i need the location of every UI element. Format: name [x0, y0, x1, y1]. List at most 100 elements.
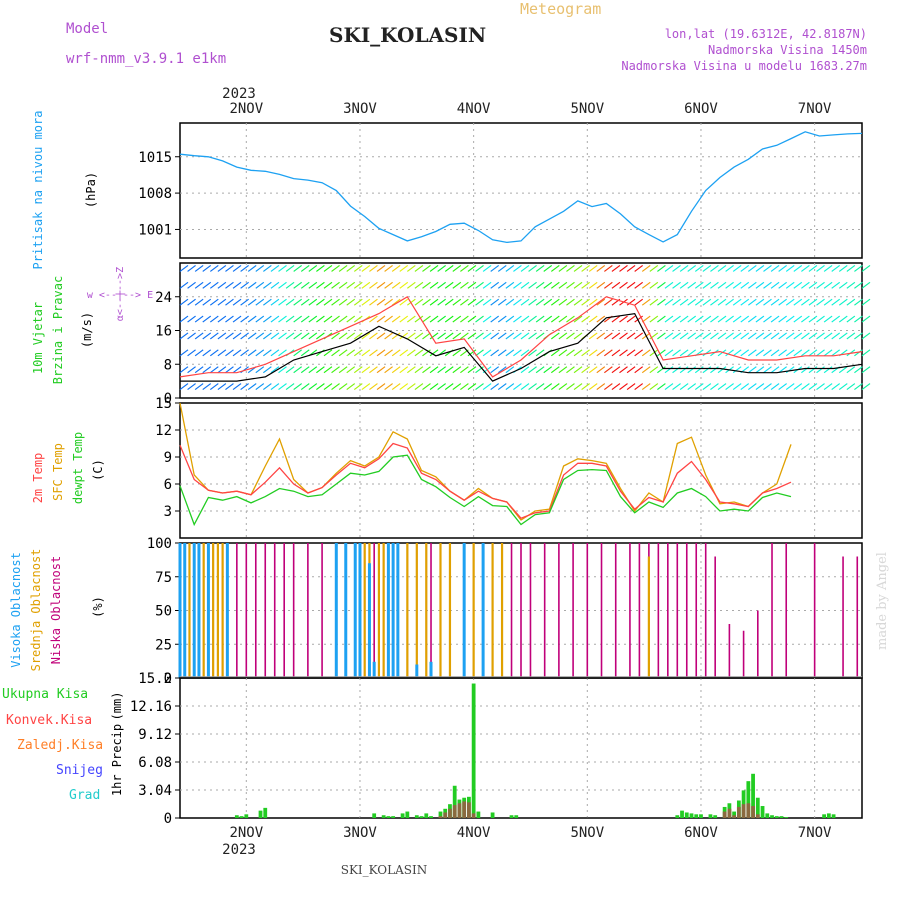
- wind-barb: [270, 349, 280, 357]
- precip-total-bar: [826, 813, 831, 818]
- wind-barb: [793, 298, 803, 306]
- wind-barb: [475, 315, 484, 323]
- wind-barb: [657, 281, 666, 289]
- precip-conv-bar: [448, 808, 452, 818]
- wind-barb: [861, 264, 871, 272]
- wind-barb: [687, 332, 697, 340]
- wind-barb: [232, 264, 242, 272]
- wind-barb: [679, 349, 689, 357]
- cloud-bar-low: [558, 543, 560, 678]
- wind-barb: [664, 281, 674, 289]
- wind-barb: [778, 298, 788, 306]
- wind-barb: [497, 349, 507, 357]
- wind-barb: [596, 332, 606, 340]
- cloud-bar-low: [520, 543, 522, 678]
- wind-barb: [520, 315, 530, 323]
- wind-ylabel-1: 10m Vjetar: [31, 302, 45, 374]
- cloud-bar-high: [192, 543, 196, 678]
- wind-barb: [247, 383, 257, 391]
- wind-barb: [232, 383, 242, 391]
- wind-barb: [732, 383, 742, 391]
- wind-barb: [467, 264, 477, 272]
- wind-barb: [679, 298, 689, 306]
- wind-barb: [187, 281, 196, 289]
- wind-barb: [573, 332, 583, 340]
- wind-barb: [437, 332, 447, 340]
- wind-barb: [270, 332, 280, 340]
- wind-barb: [285, 383, 295, 391]
- wind-barb: [482, 298, 492, 306]
- wind-barb: [414, 315, 424, 323]
- precip-total-bar: [419, 816, 424, 818]
- wind-barb: [854, 366, 863, 374]
- cloud-bar-mid: [415, 543, 418, 678]
- wind-barb: [664, 349, 674, 357]
- wind-barb: [581, 315, 590, 323]
- wind-barb: [710, 315, 719, 323]
- wind-barb: [179, 366, 189, 374]
- wind-barb: [194, 281, 204, 289]
- wind-barb: [202, 383, 212, 391]
- wind-barb: [702, 298, 712, 306]
- wind-barb: [353, 298, 363, 306]
- cloud-bar-mid: [188, 543, 191, 678]
- wind-barb: [369, 332, 378, 340]
- wind-barb: [217, 332, 227, 340]
- wind-barb: [626, 298, 636, 306]
- wind-barb: [452, 332, 462, 340]
- wind-barb: [202, 366, 212, 374]
- wind-barb: [528, 264, 537, 272]
- cloud-bar-mid: [382, 543, 385, 678]
- cloud-bar-low: [714, 556, 716, 678]
- wind-barb: [255, 281, 265, 289]
- wind-barb: [225, 315, 234, 323]
- cloud-bar-low: [264, 543, 267, 678]
- temp-unit: (C): [91, 459, 105, 481]
- precip-conv-bar: [443, 812, 448, 818]
- wind-barb: [300, 315, 310, 323]
- wind-barb: [596, 349, 606, 357]
- wind-barb: [846, 281, 856, 289]
- wind-barb: [535, 264, 545, 272]
- wind-barb: [202, 332, 212, 340]
- wind-barb: [717, 298, 727, 306]
- precip-conv-bar: [755, 814, 760, 818]
- wind-barb: [353, 281, 363, 289]
- wind-barb: [460, 366, 469, 374]
- wind-barb: [369, 281, 378, 289]
- precip-ytick-label: 15.2: [138, 671, 172, 687]
- meteogram-label: Meteogram: [520, 0, 601, 18]
- cloud-bar-low: [728, 624, 731, 678]
- wind-barb: [596, 315, 606, 323]
- wind-barb: [437, 264, 447, 272]
- wind-barb: [338, 298, 348, 306]
- wind-barb: [785, 366, 795, 374]
- wind-barb: [414, 349, 424, 357]
- cloud-bar-low: [600, 543, 603, 678]
- wind-barb: [657, 349, 666, 357]
- wind-barb: [573, 281, 583, 289]
- wind-barb: [626, 366, 636, 374]
- cloud-bar-mid: [406, 543, 409, 678]
- precip-total-bar: [831, 814, 836, 818]
- wind-barb: [513, 332, 522, 340]
- cloud-bar-low: [586, 543, 589, 678]
- precip-total-bar: [689, 813, 694, 818]
- wind-barb: [338, 264, 348, 272]
- wind-barb: [861, 349, 871, 357]
- wind-barb: [467, 315, 477, 323]
- wind-barb: [444, 332, 454, 340]
- wind-barb: [285, 298, 295, 306]
- wind-barb: [778, 349, 788, 357]
- wind-barb: [467, 349, 477, 357]
- wind-barb: [376, 332, 386, 340]
- wind-barb: [861, 281, 871, 289]
- wind-barb: [353, 332, 363, 340]
- wind-barb: [422, 264, 431, 272]
- wind-barb: [854, 264, 863, 272]
- wind-barb: [816, 383, 825, 391]
- wind-barb: [763, 298, 772, 306]
- wind-barb: [293, 315, 303, 323]
- wind-barb: [861, 298, 871, 306]
- wind-barb: [187, 315, 196, 323]
